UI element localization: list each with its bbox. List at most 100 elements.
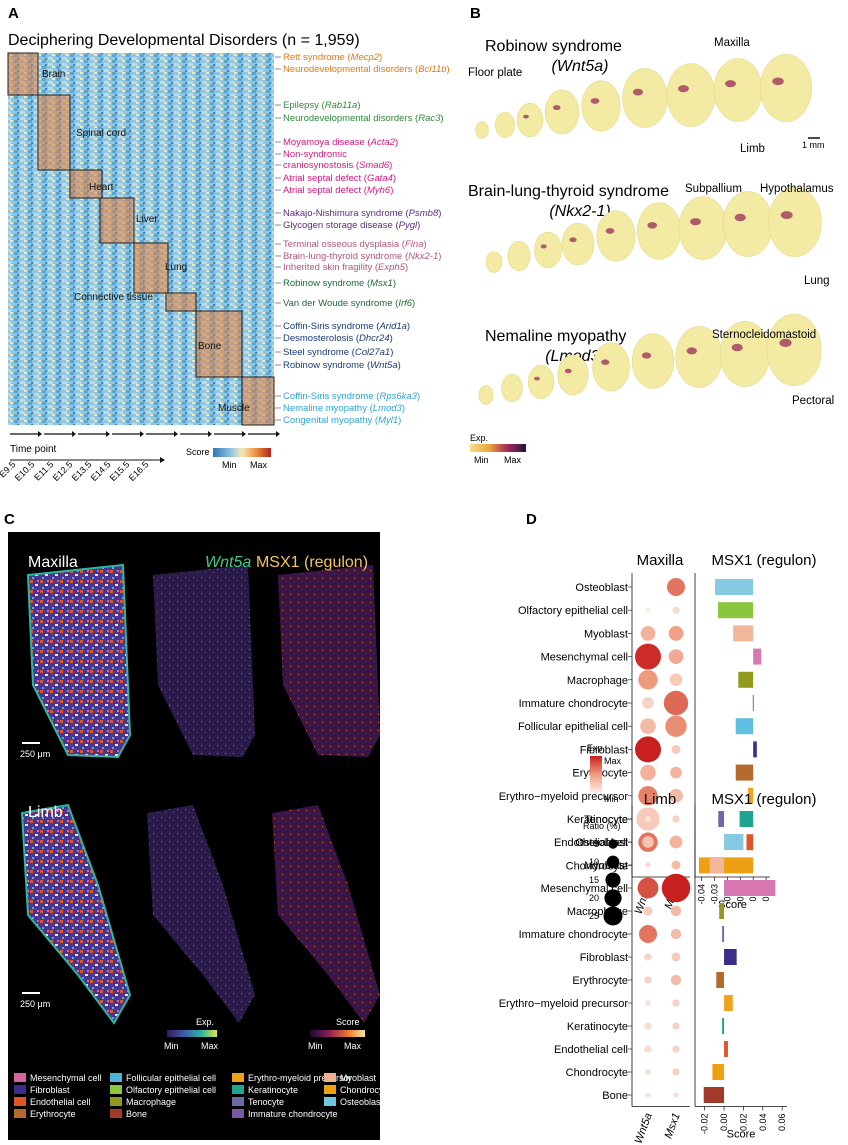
score-bar — [722, 926, 725, 942]
category-label: Mesenchymal cell — [541, 883, 628, 895]
time-point-tick: E13.5 — [70, 459, 94, 483]
embryo-section — [501, 374, 523, 402]
d-exp-label: Exp. — [587, 743, 605, 753]
dot-wnt5a — [642, 836, 654, 848]
heatmap-hot-block — [134, 243, 168, 293]
tissue-label: Muscle — [218, 403, 250, 414]
category-label: Endothelial cell — [554, 1044, 628, 1056]
disorder-label: Neurodevelopmental disorders (Bcl11b) — [283, 64, 450, 75]
dot-wnt5a — [645, 607, 651, 613]
category-label: Keratinocyte — [567, 1021, 628, 1033]
panel-d-letter: D — [526, 511, 537, 528]
score-bar — [718, 602, 754, 619]
score-bar — [724, 880, 776, 896]
category-label: Fibroblast — [580, 952, 628, 964]
dot-msx1 — [671, 952, 681, 962]
score-colorbar — [213, 448, 271, 457]
expression-spot — [601, 359, 610, 365]
disorder-label: Desmosterolosis (Dhcr24) — [283, 333, 393, 344]
tissue-label: Connective tissue — [74, 292, 153, 303]
disorder-label: Coffin-Siris syndrome (Arid1a) — [283, 321, 410, 332]
score-max-label: Max — [250, 460, 268, 470]
expression-spot — [632, 88, 644, 96]
category-label: Immature chondrocyte — [519, 929, 628, 941]
disorder-label: Atrial septal defect (Gata4) — [283, 173, 396, 184]
c-min-label: Min — [308, 1041, 323, 1051]
disorder-label: Rett syndrome (Mecp2) — [283, 52, 382, 63]
ratio-legend-dot — [606, 855, 620, 869]
scale-bar-label: 250 μm — [20, 999, 50, 1009]
legend-label: Macrophage — [126, 1097, 176, 1107]
expression-spot — [779, 338, 792, 347]
embryo-section — [534, 231, 562, 269]
disorder-label: Nakajo-Nishimura syndrome (Psmb8) — [283, 208, 441, 219]
panel-b-colorbar — [470, 444, 526, 452]
time-arrow-head — [72, 431, 76, 437]
dot-wnt5a — [640, 626, 656, 641]
dot-msx1 — [669, 673, 683, 687]
d-exp-colorbar — [590, 756, 602, 792]
gene-title: (Nkx2-1) — [549, 203, 610, 220]
legend-swatch — [14, 1097, 26, 1106]
panel-a-letter: A — [8, 5, 19, 22]
disorder-label: Van der Woude syndrome (Irf6) — [283, 298, 415, 309]
legend-label: Tenocyte — [248, 1097, 284, 1107]
time-arrow-head — [140, 431, 144, 437]
anatomy-annotation: Hypothalamus — [760, 183, 834, 195]
disorder-title: Nemaline myopathy — [485, 328, 626, 345]
dot-msx1 — [672, 815, 680, 823]
expression-spot — [731, 343, 743, 352]
d-max-label: Max — [604, 756, 622, 766]
disorder-label: Epilepsy (Rab11a) — [283, 100, 360, 111]
x-axis-title: Score — [718, 899, 747, 911]
expression-spot — [523, 114, 529, 119]
embryo-section — [527, 364, 555, 400]
embryo-section — [622, 68, 668, 128]
chart-title: MSX1 (regulon) — [711, 552, 816, 569]
embryo-section — [592, 342, 630, 392]
chart-title: MSX1 (regulon) — [711, 791, 816, 808]
expression-spot — [552, 105, 561, 111]
embryo-section — [722, 191, 774, 257]
expression-spot — [605, 228, 615, 234]
category-label: Osteoblast — [575, 582, 628, 594]
heatmap-block-outline — [37, 94, 71, 171]
heatmap-block-outline — [7, 52, 39, 96]
ratio-legend-dot — [603, 906, 623, 926]
c-exp-colorbar — [167, 1030, 217, 1037]
c-score-colorbar — [310, 1030, 365, 1037]
tissue-image — [147, 805, 255, 1023]
panel-c-letter: C — [4, 511, 15, 528]
disorder-title: Brain-lung-thyroid syndrome — [468, 183, 669, 200]
embryo-section — [760, 54, 812, 122]
anatomy-annotation: Subpallium — [685, 183, 742, 195]
dot-msx1 — [669, 788, 683, 803]
tissue-label: Spinal cord — [76, 128, 126, 139]
heatmap-block-outline — [99, 197, 135, 244]
x-tick-label: 0.04 — [758, 1114, 768, 1132]
panel-b-min-label: Min — [474, 455, 489, 465]
x-axis-title: Score — [727, 1129, 756, 1141]
disorder-label: Non-syndromic — [283, 149, 347, 160]
embryo-section — [478, 385, 494, 405]
expression-spot — [590, 98, 600, 104]
anatomy-annotation: Sternocleidomastoid — [712, 329, 816, 341]
c-exp-label: Exp. — [196, 1017, 214, 1027]
embryo-section — [485, 251, 503, 273]
region-label: Maxilla — [28, 554, 78, 571]
heatmap-block-outline — [69, 169, 103, 199]
score-bar — [746, 834, 754, 851]
ratio-legend-label: 15 — [589, 875, 599, 885]
legend-label: Erythro-myeloid precursor — [248, 1073, 352, 1083]
time-point-tick: E16.5 — [127, 459, 151, 483]
embryo-section — [631, 333, 675, 389]
tissue-image — [26, 563, 132, 759]
heatmap-block-outline — [195, 310, 243, 378]
region-title: Maxilla — [637, 552, 684, 569]
disorder-label: Atrial septal defect (Myh6) — [283, 185, 393, 196]
heatmap-hot-block — [8, 53, 38, 95]
dot-msx1 — [665, 715, 687, 737]
category-label: Mesenchymal cell — [541, 652, 628, 664]
score-bar — [748, 787, 754, 804]
